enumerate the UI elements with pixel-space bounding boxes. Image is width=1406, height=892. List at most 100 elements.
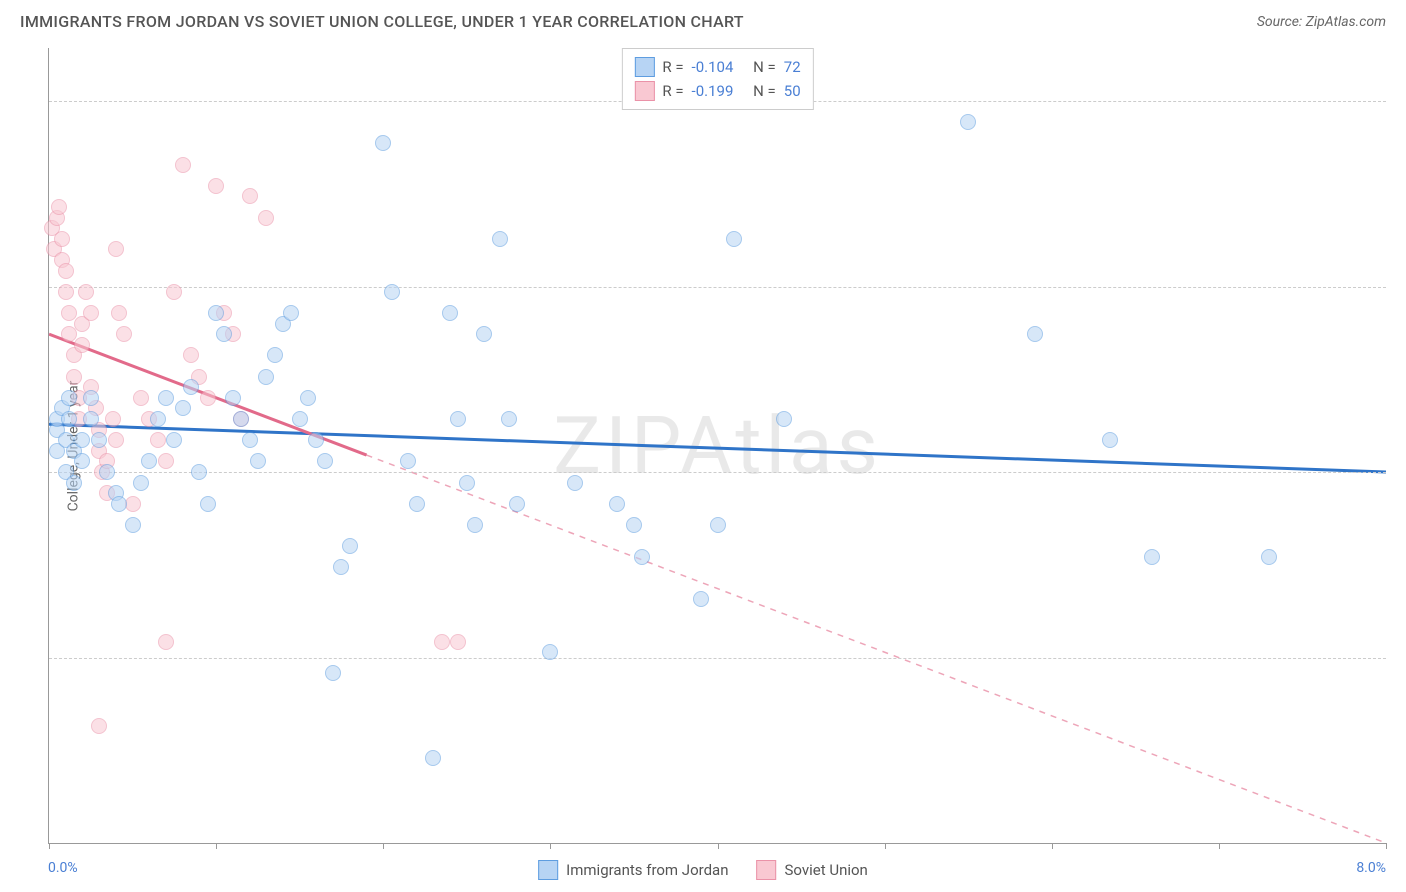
- swatch-soviet-icon: [634, 81, 654, 101]
- legend-label-jordan: Immigrants from Jordan: [566, 861, 728, 879]
- data-point: [83, 390, 99, 406]
- correlation-legend: R = -0.104 N = 72 R = -0.199 N = 50: [621, 48, 813, 110]
- data-point: [333, 559, 349, 575]
- gridline: [49, 287, 1386, 288]
- data-point: [1144, 549, 1160, 565]
- data-point: [258, 210, 274, 226]
- x-tick: [718, 843, 719, 849]
- data-point: [292, 411, 308, 427]
- legend-item-jordan: Immigrants from Jordan: [538, 860, 728, 880]
- data-point: [459, 475, 475, 491]
- data-point: [509, 496, 525, 512]
- swatch-jordan-icon: [634, 57, 654, 77]
- data-point: [74, 432, 90, 448]
- data-point: [492, 231, 508, 247]
- data-point: [158, 390, 174, 406]
- x-tick: [1219, 843, 1220, 849]
- data-point: [726, 231, 742, 247]
- data-point: [158, 634, 174, 650]
- data-point: [308, 432, 324, 448]
- data-point: [384, 284, 400, 300]
- data-point: [476, 326, 492, 342]
- data-point: [166, 284, 182, 300]
- data-point: [208, 178, 224, 194]
- legend-row-jordan: R = -0.104 N = 72: [634, 55, 800, 79]
- data-point: [150, 411, 166, 427]
- data-point: [450, 634, 466, 650]
- r-label: R =: [662, 79, 683, 103]
- data-point: [74, 453, 90, 469]
- data-point: [66, 369, 82, 385]
- series-legend: Immigrants from Jordan Soviet Union: [538, 860, 868, 880]
- data-point: [133, 475, 149, 491]
- data-point: [66, 475, 82, 491]
- data-point: [325, 665, 341, 681]
- data-point: [434, 634, 450, 650]
- data-point: [54, 231, 70, 247]
- gridline: [49, 658, 1386, 659]
- data-point: [300, 390, 316, 406]
- data-point: [710, 517, 726, 533]
- x-tick: [1052, 843, 1053, 849]
- y-tick-label: 82.5%: [1394, 279, 1406, 295]
- x-axis-min-label: 0.0%: [48, 860, 78, 876]
- data-point: [74, 337, 90, 353]
- y-tick-label: 65.0%: [1394, 464, 1406, 480]
- data-point: [609, 496, 625, 512]
- data-point: [175, 157, 191, 173]
- swatch-jordan-icon: [538, 860, 558, 880]
- data-point: [111, 496, 127, 512]
- data-point: [317, 453, 333, 469]
- data-point: [158, 453, 174, 469]
- chart-title: IMMIGRANTS FROM JORDAN VS SOVIET UNION C…: [20, 12, 744, 31]
- data-point: [258, 369, 274, 385]
- data-point: [99, 464, 115, 480]
- y-tick-label: 47.5%: [1394, 650, 1406, 666]
- data-point: [634, 549, 650, 565]
- data-point: [125, 517, 141, 533]
- data-point: [400, 453, 416, 469]
- x-tick: [49, 843, 50, 849]
- n-value-soviet: 50: [784, 79, 801, 103]
- x-tick: [550, 843, 551, 849]
- data-point: [105, 411, 121, 427]
- swatch-soviet-icon: [756, 860, 776, 880]
- x-tick: [885, 843, 886, 849]
- data-point: [183, 379, 199, 395]
- data-point: [58, 263, 74, 279]
- data-point: [166, 432, 182, 448]
- data-point: [116, 326, 132, 342]
- data-point: [91, 718, 107, 734]
- n-label: N =: [753, 79, 776, 103]
- data-point: [83, 411, 99, 427]
- data-point: [450, 411, 466, 427]
- x-tick: [383, 843, 384, 849]
- data-point: [233, 411, 249, 427]
- data-point: [133, 390, 149, 406]
- r-value-soviet: -0.199: [692, 79, 734, 103]
- data-point: [175, 400, 191, 416]
- data-point: [467, 517, 483, 533]
- data-point: [283, 305, 299, 321]
- data-point: [91, 432, 107, 448]
- data-point: [425, 750, 441, 766]
- scatter-plot-area: ZIPAtlas R = -0.104 N = 72 R = -0.199 N …: [48, 48, 1386, 844]
- data-point: [442, 305, 458, 321]
- y-tick-label: 100.0%: [1394, 93, 1406, 109]
- data-point: [1102, 432, 1118, 448]
- r-value-jordan: -0.104: [692, 55, 734, 79]
- data-point: [267, 347, 283, 363]
- x-axis-max-label: 8.0%: [1356, 860, 1386, 876]
- legend-row-soviet: R = -0.199 N = 50: [634, 79, 800, 103]
- data-point: [242, 188, 258, 204]
- data-point: [58, 284, 74, 300]
- data-point: [1261, 549, 1277, 565]
- data-point: [141, 453, 157, 469]
- data-point: [191, 464, 207, 480]
- watermark-text: ZIPAtlas: [553, 399, 882, 493]
- gridline: [49, 472, 1386, 473]
- data-point: [108, 241, 124, 257]
- data-point: [626, 517, 642, 533]
- data-point: [208, 305, 224, 321]
- data-point: [111, 305, 127, 321]
